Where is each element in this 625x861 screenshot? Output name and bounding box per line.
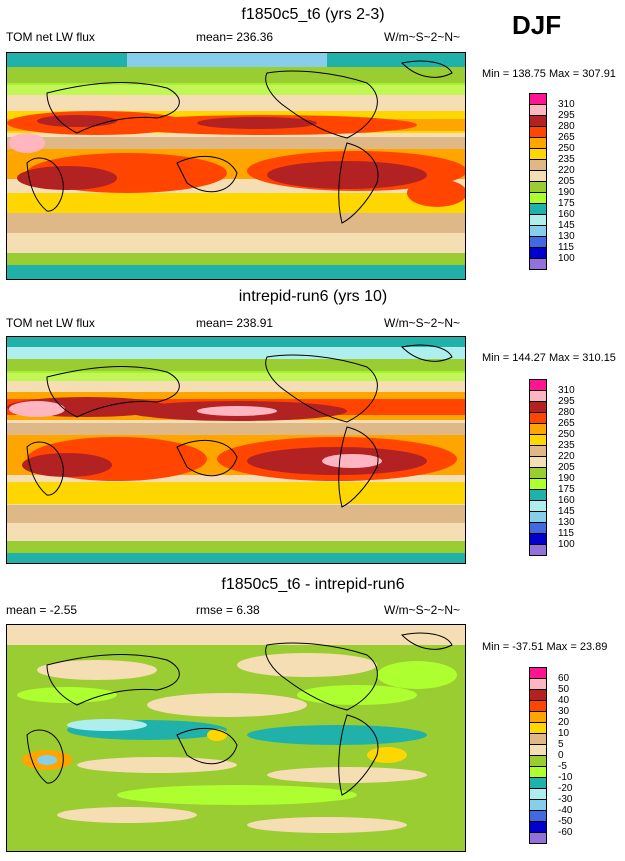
colorbar-label: 5 [558,739,564,750]
colorbar-label: 295 [558,110,575,121]
colorbar-label: 145 [558,506,575,517]
colorbar-label: -60 [558,827,573,838]
panel-1-units: W/m~S~2~N~ [384,30,461,44]
colorbar-label: 220 [558,165,575,176]
season-label: DJF [512,10,562,40]
panel-2-mean: mean= 238.91 [196,316,274,330]
colorbar-label: -10 [558,772,573,783]
panel-2-units: W/m~S~2~N~ [384,316,461,330]
colorbar-label: 20 [558,717,570,728]
panel-3-rmse: rmse = 6.38 [196,603,260,617]
colorbar-label: 130 [558,517,575,528]
panel-3-minmax: Min = -37.51 Max = 23.89 [482,641,608,653]
panel-2-title: intrepid-run6 (yrs 10) [238,288,388,305]
colorbar-label: 0 [558,750,564,761]
colorbar-label: 310 [558,385,575,396]
panel-1-map [6,52,466,280]
colorbar-label: 60 [558,673,570,684]
colorbar-label: 265 [558,132,575,143]
colorbar-label: 130 [558,231,575,242]
colorbar-label: 250 [558,429,575,440]
colorbar-label: 220 [558,451,575,462]
panel-1-variable: TOM net LW flux [6,30,95,44]
panel-3-map [6,624,466,852]
colorbar-swatch [529,544,547,556]
colorbar-label: 175 [558,484,575,495]
colorbar-label: 115 [558,528,574,539]
colorbar-label: 10 [558,728,570,739]
colorbar-label: 145 [558,220,575,231]
colorbar-label: 205 [558,462,575,473]
panel-1-mean: mean= 236.36 [196,30,274,44]
colorbar-label: -30 [558,794,573,805]
colorbar-label: 115 [558,242,574,253]
panel-3-mean: mean = -2.55 [6,603,78,617]
colorbar-label: -40 [558,805,573,816]
colorbar-label: 100 [558,253,575,264]
panel-2-minmax: Min = 144.27 Max = 310.15 [482,352,616,364]
colorbar-label: 235 [558,440,575,451]
colorbar-label: 160 [558,209,575,220]
panel-1-title: f1850c5_t6 (yrs 2-3) [241,6,385,23]
colorbar-label: 205 [558,176,575,187]
panel-2-map [6,336,466,564]
panel-2-variable: TOM net LW flux [6,316,95,330]
colorbar-label: 190 [558,473,575,484]
colorbar-label: 235 [558,154,575,165]
colorbar-label: 265 [558,418,575,429]
panel-3-units: W/m~S~2~N~ [384,603,461,617]
colorbar-label: 250 [558,143,575,154]
colorbar-label: 310 [558,99,575,110]
colorbar-label: 280 [558,121,575,132]
colorbar-label: -50 [558,816,573,827]
colorbar-label: 40 [558,695,570,706]
colorbar-swatch [529,832,547,844]
colorbar-label: 160 [558,495,575,506]
colorbar-label: 175 [558,198,575,209]
colorbar-label: -5 [558,761,567,772]
colorbar-label: 50 [558,684,570,695]
colorbar-swatch [529,258,547,270]
panel-1-minmax: Min = 138.75 Max = 307.91 [482,68,616,80]
panel-3-title: f1850c5_t6 - intrepid-run6 [221,576,405,593]
colorbar-label: 280 [558,407,575,418]
colorbar-label: 30 [558,706,570,717]
colorbar-label: -20 [558,783,573,794]
colorbar-label: 295 [558,396,575,407]
colorbar-label: 190 [558,187,575,198]
colorbar-label: 100 [558,539,575,550]
